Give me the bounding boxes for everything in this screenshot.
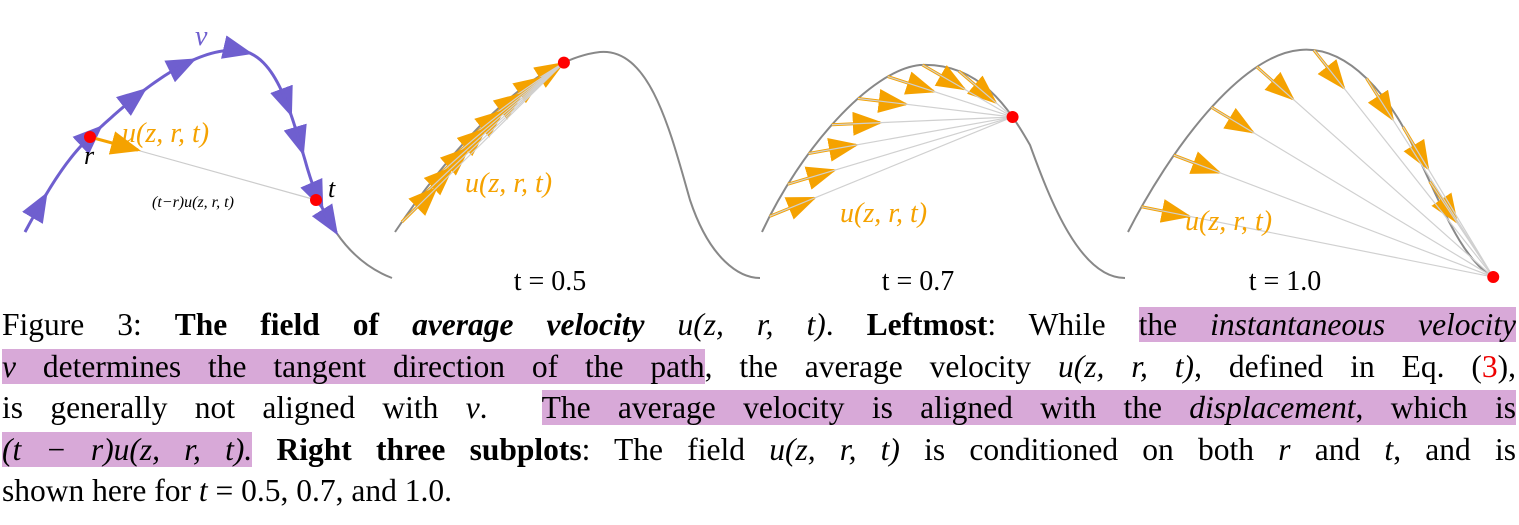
end-label: t — [328, 174, 336, 203]
displacement-line — [808, 116, 1013, 155]
caption-text: ), — [1497, 348, 1516, 384]
displacement-line — [958, 70, 1013, 118]
caption-text: . — [825, 307, 867, 342]
caption-text: is conditioned on both — [899, 431, 1279, 467]
displacement-line — [1366, 78, 1494, 278]
displacement-line — [831, 116, 1013, 126]
displacement-line — [922, 64, 1013, 118]
caption-text: and — [1290, 431, 1385, 467]
caption-line: v determines the tangent direction of th… — [2, 346, 1516, 388]
caption-text: u(z, r, t) — [769, 431, 900, 467]
field-label: u(z, r, t) — [122, 118, 209, 149]
caption-text: average velocity — [412, 307, 645, 342]
caption-text: The field of — [174, 307, 413, 342]
caption-text: t — [198, 473, 208, 508]
caption-text: r — [1278, 431, 1291, 467]
caption-text: instantaneous velocity — [1210, 307, 1517, 342]
average-velocity-arrow — [89, 131, 141, 155]
velocity-label: v — [195, 21, 208, 52]
end-point — [310, 194, 322, 206]
end-point — [1006, 110, 1019, 123]
caption: Figure 3: The field of average velocity … — [2, 304, 1517, 512]
subplot-title: t = 1.0 — [1249, 266, 1322, 297]
caption-text: u(z, r, t) — [677, 307, 826, 342]
caption-text: Right three subplots — [276, 431, 582, 467]
caption-text — [252, 432, 276, 467]
caption-text: v — [465, 390, 480, 425]
figure: v u(z, r, t) r t (t−r)u(z, r, t) u(z, r,… — [22, 21, 1500, 297]
subplot: u(z, r, t) t = 0.5 — [394, 50, 761, 297]
displacement-line — [1141, 206, 1494, 278]
caption-text: t — [1384, 431, 1394, 467]
displacement-line — [1313, 49, 1494, 278]
displacement-line — [448, 62, 565, 162]
subplot: u(z, r, t) t = 1.0 — [1127, 48, 1500, 297]
caption-text: : The field — [581, 431, 770, 467]
caption-text: , which is — [1355, 390, 1516, 425]
equation-link[interactable]: 3 — [1481, 348, 1498, 384]
caption-line: is generally not aligned with v. The ave… — [2, 387, 1516, 429]
path-curve — [761, 63, 1126, 279]
path-curve — [24, 48, 393, 279]
displacement-line — [416, 62, 565, 202]
caption-line: (t − r)u(z, r, t). Right three subplots:… — [2, 429, 1516, 471]
start-point — [84, 131, 96, 143]
subplot-title: t = 0.5 — [514, 266, 587, 297]
left-panel: v u(z, r, t) r t (t−r)u(z, r, t) — [22, 21, 393, 279]
caption-text: Figure 3: — [2, 307, 175, 342]
caption-text: = 0.5, 0.7, and 1.0. — [207, 473, 452, 508]
displacement-line — [431, 62, 565, 182]
caption-line: shown here for t = 0.5, 0.7, and 1.0. — [2, 470, 1516, 512]
caption-text — [644, 307, 677, 342]
field-label: u(z, r, t) — [465, 168, 552, 199]
displacement-line — [1256, 66, 1494, 278]
velocity-curve — [23, 48, 333, 233]
displacement-line — [401, 62, 565, 223]
caption-text: : While — [987, 307, 1139, 342]
caption-text: the — [1138, 307, 1211, 342]
subplot-title: t = 0.7 — [882, 266, 955, 297]
caption-line: Figure 3: The field of average velocity … — [2, 304, 1517, 346]
caption-text: The average velocity is aligned with the — [541, 390, 1190, 425]
caption-text: . — [479, 390, 542, 425]
displacement-line — [857, 97, 1013, 118]
caption-text: is generally not aligned with — [2, 390, 466, 425]
displacement-line — [1211, 106, 1494, 278]
caption-text: u(z, r, t) — [1057, 348, 1195, 384]
start-label: r — [84, 141, 95, 170]
caption-text: displacement — [1189, 390, 1356, 425]
caption-text: v — [2, 348, 16, 384]
displacement-line — [787, 116, 1013, 185]
caption-text: Leftmost — [866, 307, 988, 342]
caption-text: (t − r)u(z, r, t). — [2, 431, 253, 467]
caption-text: , the average velocity — [704, 348, 1058, 384]
displacement-label: (t−r)u(z, r, t) — [152, 194, 234, 211]
caption-text: , and is — [1393, 431, 1516, 467]
path-curve — [1127, 48, 1496, 279]
caption-text: , defined in Eq. ( — [1194, 348, 1482, 384]
subplot: u(z, r, t) t = 0.7 — [761, 63, 1126, 297]
displacement-line — [769, 116, 1013, 217]
field-label: u(z, r, t) — [1185, 206, 1272, 237]
field-label: u(z, r, t) — [840, 198, 927, 229]
displacement-line — [1402, 126, 1494, 278]
displacement-line — [887, 76, 1013, 118]
displacement-line — [1173, 154, 1494, 278]
caption-text: determines the tangent direction of the … — [15, 348, 705, 384]
end-point — [557, 56, 570, 69]
caption-text: shown here for — [2, 473, 199, 508]
end-point — [1487, 271, 1500, 284]
